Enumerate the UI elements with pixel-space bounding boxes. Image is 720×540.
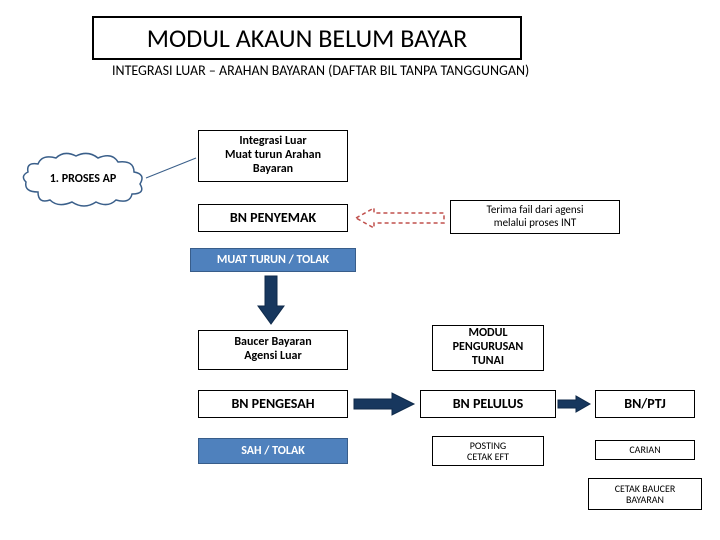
- node-integrasi: Integrasi Luar Muat turun Arahan Bayaran: [198, 130, 348, 182]
- node-sah-tolak-text: SAH / TOLAK: [241, 444, 305, 458]
- cloud-label: 1. PROSES AP: [18, 172, 148, 186]
- node-carian-text: CARIAN: [629, 444, 660, 456]
- node-modul-tunai-text: MODUL PENGURUSAN TUNAI: [453, 327, 524, 368]
- node-terima-fail: Terima fail dari agensi melalui proses I…: [450, 200, 620, 234]
- arrow-muat-baucer-icon: [258, 276, 284, 326]
- node-muat-turun-text: MUAT TURUN / TOLAK: [217, 253, 329, 267]
- node-integrasi-text: Integrasi Luar Muat turun Arahan Bayaran: [225, 135, 321, 176]
- node-bn-pengesah: BN PENGESAH: [198, 390, 348, 418]
- node-bn-pelulus-text: BN PELULUS: [453, 396, 524, 412]
- node-bn-ptj-text: BN/PTJ: [624, 396, 666, 412]
- node-cetak-baucer-text: CETAK BAUCER BAYARAN: [615, 483, 676, 506]
- arrow-terima-penyemak-icon: [356, 208, 446, 228]
- node-muat-turun: MUAT TURUN / TOLAK: [190, 248, 356, 272]
- node-terima-fail-text: Terima fail dari agensi melalui proses I…: [486, 204, 583, 229]
- node-posting-text: POSTING CETAK EFT: [467, 440, 509, 463]
- node-bn-pengesah-text: BN PENGESAH: [231, 396, 314, 412]
- node-sah-tolak: SAH / TOLAK: [198, 438, 348, 464]
- page-subtitle: INTEGRASI LUAR – ARAHAN BAYARAN (DAFTAR …: [112, 62, 529, 79]
- node-bn-penyemak-text: BN PENYEMAK: [230, 210, 316, 226]
- arrow-pelulus-ptj-icon: [558, 396, 592, 412]
- node-bn-penyemak: BN PENYEMAK: [198, 204, 348, 232]
- node-posting: POSTING CETAK EFT: [432, 436, 544, 466]
- page-title: MODUL AKAUN BELUM BAYAR: [92, 16, 522, 60]
- arrow-pengesah-pelulus-icon: [354, 393, 416, 415]
- node-baucer-text: Baucer Bayaran Agensi Luar: [234, 336, 311, 364]
- cloud-proses-ap: 1. PROSES AP: [18, 150, 148, 210]
- node-modul-tunai: MODUL PENGURUSAN TUNAI: [432, 325, 544, 371]
- node-baucer: Baucer Bayaran Agensi Luar: [198, 330, 348, 370]
- subtitle-text: INTEGRASI LUAR – ARAHAN BAYARAN (DAFTAR …: [112, 62, 529, 79]
- node-bn-pelulus: BN PELULUS: [420, 390, 556, 418]
- node-bn-ptj: BN/PTJ: [595, 390, 695, 418]
- arrow-cloud-integrasi-icon: [146, 156, 198, 182]
- title-text: MODUL AKAUN BELUM BAYAR: [147, 22, 467, 54]
- node-cetak-baucer: CETAK BAUCER BAYARAN: [588, 478, 702, 510]
- node-carian: CARIAN: [595, 440, 695, 460]
